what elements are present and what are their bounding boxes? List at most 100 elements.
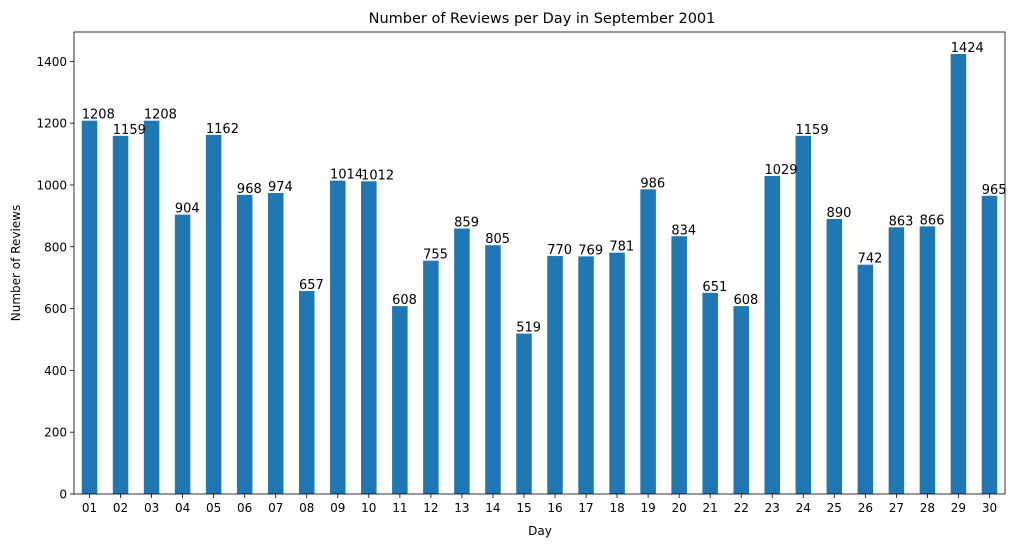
data-label-10: 1012 [361,168,394,183]
x-tick-label-24: 24 [796,501,811,515]
x-tick-label-02: 02 [113,501,128,515]
x-tick-label-16: 16 [547,501,562,515]
x-tick-label-04: 04 [175,501,190,515]
x-tick-label-13: 13 [454,501,469,515]
chart-title: Number of Reviews per Day in September 2… [369,11,716,27]
x-tick-label-22: 22 [734,501,749,515]
bar-21 [702,292,718,494]
bar-18 [609,252,625,494]
y-tick-label-400: 400 [44,364,67,378]
data-label-15: 519 [516,321,541,336]
data-label-23: 1029 [764,163,797,178]
bar-23 [764,176,781,494]
bar-03 [143,120,160,494]
y-tick-label-600: 600 [44,302,67,316]
data-label-26: 742 [858,252,883,267]
y-tick-label-1200: 1200 [36,117,67,131]
data-label-29: 1424 [951,41,984,56]
bar-22 [733,306,749,494]
bar-17 [578,256,594,494]
data-label-20: 834 [671,223,696,238]
x-tick-label-26: 26 [858,501,873,515]
y-tick-label-0: 0 [59,488,67,502]
data-label-30: 965 [982,183,1007,198]
data-label-04: 904 [175,202,200,217]
bar-02 [112,135,129,494]
x-tick-label-10: 10 [361,501,376,515]
bar-12 [423,260,439,494]
x-tick-label-25: 25 [827,501,842,515]
x-tick-label-29: 29 [951,501,966,515]
data-label-08: 657 [299,278,324,293]
x-tick-label-07: 07 [268,501,283,515]
data-label-24: 1159 [796,123,829,138]
x-tick-label-21: 21 [703,501,718,515]
bar-04 [174,214,191,494]
x-tick-label-18: 18 [609,501,624,515]
data-label-18: 781 [609,240,634,255]
bars-layer [81,53,998,495]
bar-20 [671,236,687,494]
bar-15 [516,333,532,494]
data-label-13: 859 [454,216,479,231]
data-label-22: 608 [733,293,758,308]
x-tick-label-05: 05 [206,501,221,515]
x-tick-label-20: 20 [672,501,687,515]
data-label-16: 770 [547,243,572,258]
data-label-02: 1159 [113,123,146,138]
x-tick-label-08: 08 [299,501,314,515]
x-tick-label-11: 11 [392,501,407,515]
x-tick-label-23: 23 [765,501,780,515]
data-label-25: 890 [827,206,852,221]
x-tick-label-03: 03 [144,501,159,515]
data-label-11: 608 [392,293,417,308]
y-tick-label-200: 200 [44,426,67,440]
data-label-06: 968 [237,182,262,197]
bar-08 [298,290,315,494]
bar-05 [205,134,222,494]
bar-07 [267,193,284,494]
bar-14 [485,245,501,494]
x-tick-label-01: 01 [82,501,97,515]
bar-27 [888,227,905,494]
data-label-14: 805 [485,232,510,247]
x-tick-label-06: 06 [237,501,252,515]
data-label-12: 755 [423,248,448,263]
data-label-21: 651 [702,280,727,295]
x-tick-label-17: 17 [578,501,593,515]
bar-29 [950,53,967,494]
bar-26 [857,264,874,494]
x-tick-label-19: 19 [640,501,655,515]
x-tick-label-28: 28 [920,501,935,515]
axes-layer: 01 02 03 04 05 06 07 08 09 10 11 12 13 14 15 16 17 18 19 20… [36,31,1006,515]
x-tick-label-14: 14 [485,501,500,515]
bar-13 [454,228,470,495]
x-tick-label-09: 09 [330,501,345,515]
bar-10 [361,181,377,494]
bar-28 [919,226,936,494]
data-label-07: 974 [268,180,293,195]
y-tick-label-1400: 1400 [36,55,67,69]
y-tick-label-800: 800 [44,240,67,254]
data-label-17: 769 [578,243,603,258]
x-tick-label-15: 15 [516,501,531,515]
data-label-05: 1162 [206,122,239,137]
data-label-03: 1208 [144,108,177,123]
data-label-01: 1208 [82,108,115,123]
data-label-27: 863 [889,214,914,229]
bar-06 [236,194,253,495]
x-tick-label-27: 27 [889,501,904,515]
bar-16 [547,256,563,494]
bar-01 [81,120,98,494]
data-label-28: 866 [920,213,945,228]
y-tick-label-1000: 1000 [36,178,67,192]
data-label-09: 1014 [330,168,363,183]
bar-24 [795,135,812,494]
bar-30 [981,195,998,495]
bar-09 [330,180,346,494]
plot-frame [73,31,1006,495]
data-label-19: 986 [640,176,665,191]
